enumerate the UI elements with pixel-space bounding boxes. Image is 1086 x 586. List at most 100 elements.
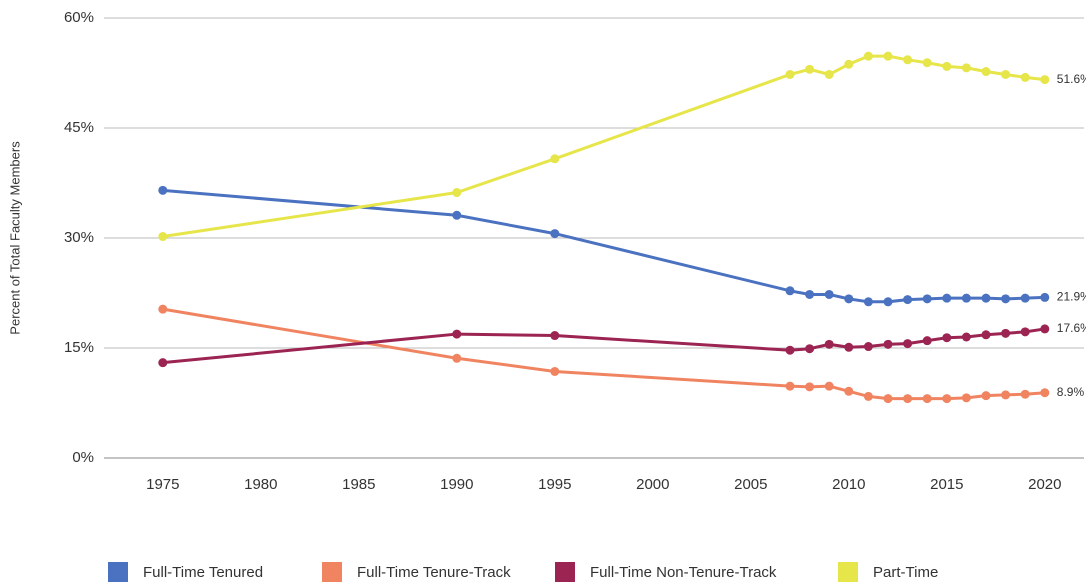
data-point [922,336,932,346]
data-point [1040,75,1050,85]
data-point [961,63,971,73]
y-tick-label: 15% [64,339,94,356]
legend-swatch [322,562,342,582]
data-point [942,333,952,343]
legend-label: Part-Time [873,564,938,581]
data-point [805,382,815,392]
legend-swatch [108,562,128,582]
data-point [158,232,168,242]
data-point [1001,328,1011,338]
data-point [961,393,971,403]
series-line [162,307,1045,401]
data-point [452,188,462,198]
data-point [981,330,991,340]
data-point [550,331,560,341]
data-point [844,294,854,304]
data-point [961,293,971,303]
data-point [805,344,815,354]
y-tick-label: 60% [64,9,94,26]
legend-swatch [555,562,575,582]
data-point [844,386,854,396]
data-point [158,185,168,195]
data-point [942,293,952,303]
data-point [863,391,873,401]
data-point [981,67,991,77]
data-point [942,61,952,71]
data-point [785,381,795,391]
data-point [981,293,991,303]
y-tick-label: 45% [64,119,94,136]
data-point [1040,388,1050,398]
data-point [785,69,795,79]
x-tick-label: 1980 [244,476,277,493]
y-tick-label: 0% [72,449,94,466]
data-point [452,210,462,220]
data-point [785,286,795,296]
data-point [903,295,913,305]
value-label: 8.9% [1057,385,1085,399]
data-point [785,345,795,355]
x-tick-label: 1985 [342,476,375,493]
data-point [903,55,913,65]
data-point [1001,390,1011,400]
data-point [550,154,560,164]
data-point [1001,294,1011,304]
data-point [452,329,462,339]
data-point [158,358,168,368]
data-point [824,289,834,299]
value-label: 51.6% [1057,72,1086,86]
data-point [1040,292,1050,302]
data-point [824,69,834,79]
data-point [903,394,913,404]
data-point [883,297,893,307]
data-point [824,381,834,391]
x-tick-label: 2020 [1028,476,1061,493]
data-point [961,332,971,342]
x-tick-label: 1975 [146,476,179,493]
data-point [1020,293,1030,303]
series-line [162,327,1046,365]
data-point [550,366,560,376]
data-point [1001,69,1011,79]
value-label: 21.9% [1057,290,1086,304]
data-point [863,297,873,307]
legend-label: Full-Time Tenured [143,564,263,581]
legend-swatch [838,562,858,582]
data-point [863,342,873,352]
data-point [942,394,952,404]
data-point [550,229,560,239]
x-tick-label: 1995 [538,476,571,493]
y-tick-label: 30% [64,229,94,246]
data-point [981,391,991,401]
data-point [863,51,873,61]
data-point [903,339,913,349]
y-axis-label: Percent of Total Faculty Members [7,141,22,335]
value-label: 17.6% [1057,321,1086,335]
series-line [162,188,1045,304]
data-point [883,394,893,404]
data-point [1020,327,1030,337]
x-tick-label: 2015 [930,476,963,493]
data-point [883,339,893,349]
data-point [883,51,893,61]
data-point [922,394,932,404]
x-tick-label: 1990 [440,476,473,493]
x-tick-label: 2005 [734,476,767,493]
data-point [844,342,854,352]
legend-label: Full-Time Non-Tenure-Track [590,564,777,581]
series-line [162,54,1045,239]
x-tick-label: 2010 [832,476,865,493]
data-point [158,304,168,314]
data-point [805,289,815,299]
data-point [844,59,854,69]
data-point [824,339,834,349]
data-point [452,353,462,363]
data-point [1020,72,1030,82]
legend-label: Full-Time Tenure-Track [357,564,511,581]
data-point [922,294,932,304]
data-point [1020,389,1030,399]
x-tick-label: 2000 [636,476,669,493]
data-point [805,64,815,74]
data-point [1040,324,1050,334]
